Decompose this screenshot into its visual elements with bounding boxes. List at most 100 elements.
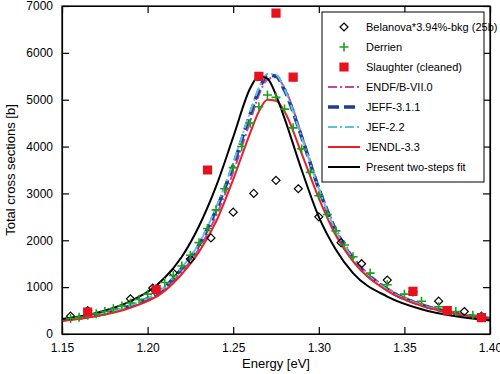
legend-line xyxy=(328,166,360,168)
data-point xyxy=(294,185,302,193)
data-point xyxy=(204,166,212,174)
chart-root: 1.151.201.251.301.351.400100020003000400… xyxy=(0,0,500,374)
tick-mark xyxy=(62,146,69,147)
data-point xyxy=(272,176,280,184)
data-point xyxy=(331,226,340,235)
plot-area xyxy=(62,9,490,323)
legend: Belanova*3.94%-bkg (25b)DerrienSlaughter… xyxy=(322,12,497,182)
data-point xyxy=(152,285,160,293)
legend-label: JEF-2.2 xyxy=(366,121,405,133)
data-point xyxy=(254,102,263,111)
x-axis: 1.15 1.20 1.25 1.30 1.35 1.40 xyxy=(51,327,500,355)
data-point xyxy=(160,278,169,287)
data-point xyxy=(220,184,229,193)
data-point xyxy=(366,269,375,278)
tick-mark xyxy=(404,327,405,334)
data-point xyxy=(400,290,409,299)
data-point xyxy=(349,252,358,261)
tick: 1.25 xyxy=(222,327,246,355)
legend-label: ENDF/B-VII.0 xyxy=(366,81,433,93)
data-point xyxy=(194,238,203,247)
tick-label: 1.15 xyxy=(51,341,75,355)
data-point xyxy=(460,308,468,316)
tick: 1.35 xyxy=(393,327,417,355)
data-point xyxy=(250,189,258,197)
series-points xyxy=(84,9,486,322)
tick-label: 1.20 xyxy=(136,341,160,355)
data-point xyxy=(468,311,477,320)
data-point xyxy=(323,210,332,219)
data-point xyxy=(434,302,443,311)
data-point xyxy=(280,105,289,114)
data-point xyxy=(177,262,186,271)
tick-label: 1.40 xyxy=(479,341,500,355)
data-point xyxy=(237,142,246,151)
data-point xyxy=(92,309,101,318)
tick-mark xyxy=(483,287,490,288)
data-point xyxy=(84,308,92,316)
data-point xyxy=(229,163,238,172)
plot-frame xyxy=(62,6,490,334)
legend-label: Derrien xyxy=(366,41,402,53)
tick-mark xyxy=(62,287,69,288)
tick-mark xyxy=(483,240,490,241)
legend-label: JEFF-3.1.1 xyxy=(366,101,420,113)
tick-mark xyxy=(62,100,69,101)
tick xyxy=(483,193,490,194)
data-point xyxy=(135,295,144,304)
data-point xyxy=(409,288,417,296)
tick-label: 2000 xyxy=(26,234,53,248)
legend-label: Present two-steps fit xyxy=(366,161,466,173)
tick-label: 0 xyxy=(46,327,53,341)
tick: 1.20 xyxy=(136,327,160,355)
data-point xyxy=(477,314,485,322)
legend-line xyxy=(328,105,360,109)
data-point xyxy=(66,314,75,323)
data-point xyxy=(117,301,126,310)
data-point xyxy=(417,297,426,306)
tick-mark xyxy=(233,327,234,334)
legend-line xyxy=(328,126,360,128)
data-point xyxy=(143,290,152,299)
data-point xyxy=(314,191,323,200)
tick-label: 7000 xyxy=(26,0,53,13)
tick-mark xyxy=(148,327,149,334)
tick-label: 1.25 xyxy=(222,341,246,355)
data-point xyxy=(409,287,417,295)
tick: 1.30 xyxy=(308,327,332,355)
tick-mark xyxy=(62,53,69,54)
tick xyxy=(233,6,234,13)
data-point xyxy=(212,205,221,214)
tick-label: 1.35 xyxy=(393,341,417,355)
chart-svg: 1.151.201.251.301.351.400100020003000400… xyxy=(0,0,500,374)
legend-label: JENDL-3.3 xyxy=(366,141,420,153)
tick-label: 1.30 xyxy=(308,341,332,355)
data-point xyxy=(246,119,255,128)
data-point xyxy=(100,307,109,316)
legend-line xyxy=(328,146,360,148)
data-point xyxy=(186,251,195,260)
data-point xyxy=(340,240,349,249)
data-point xyxy=(272,93,281,102)
tick-label: 6000 xyxy=(26,46,53,60)
data-point xyxy=(297,144,306,153)
tick xyxy=(319,6,320,13)
y-axis-title: Total cross sections [b] xyxy=(3,104,18,236)
data-point xyxy=(169,271,178,280)
legend-line xyxy=(328,86,360,88)
data-point xyxy=(272,9,280,17)
series-points xyxy=(67,176,486,320)
data-point xyxy=(358,260,366,268)
legend-marker xyxy=(340,63,348,71)
legend-marker xyxy=(340,23,348,31)
legend-box xyxy=(322,12,484,182)
tick-mark xyxy=(319,6,320,13)
legend-marker xyxy=(340,43,349,52)
tick xyxy=(483,240,490,241)
tick-label: 5000 xyxy=(26,93,53,107)
data-point xyxy=(203,224,212,233)
data-point xyxy=(255,72,263,80)
tick-mark xyxy=(233,6,234,13)
data-point xyxy=(229,208,237,216)
data-point xyxy=(443,307,451,315)
